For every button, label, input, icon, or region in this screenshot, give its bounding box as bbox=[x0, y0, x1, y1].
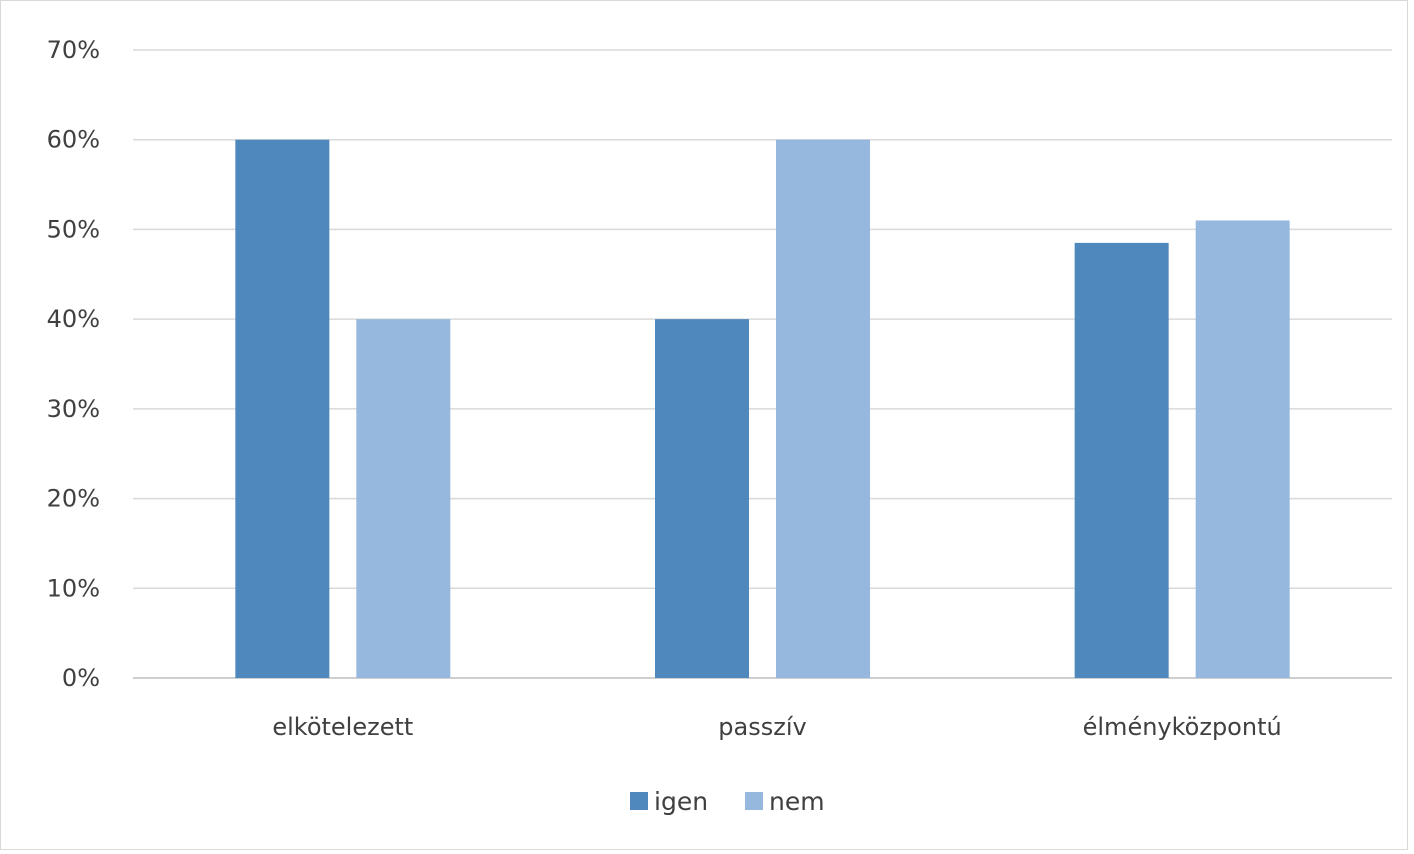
legend: igen nem bbox=[630, 787, 825, 816]
bars bbox=[235, 139, 1290, 678]
bar-nem-2[interactable] bbox=[1195, 220, 1290, 678]
gridlines bbox=[133, 49, 1392, 679]
y-tick-label: 30% bbox=[47, 395, 100, 423]
bar-igen-1[interactable] bbox=[655, 319, 749, 678]
x-axis: elkötelezett passzív élményközpontú bbox=[272, 713, 1281, 741]
legend-swatch-nem bbox=[745, 792, 763, 810]
x-category-label: elkötelezett bbox=[272, 713, 413, 741]
bar-igen-2[interactable] bbox=[1074, 242, 1169, 678]
y-tick-label: 20% bbox=[47, 485, 100, 513]
y-tick-label: 60% bbox=[47, 126, 100, 154]
legend-label-nem: nem bbox=[769, 787, 825, 816]
bar-nem-0[interactable] bbox=[356, 319, 451, 678]
legend-swatch-igen bbox=[630, 792, 648, 810]
y-tick-label: 50% bbox=[47, 215, 100, 243]
y-axis-tick-labels: 0% 10% 20% 30% 40% 50% 60% 70% bbox=[47, 36, 100, 692]
y-tick-label: 0% bbox=[62, 664, 100, 692]
y-tick-label: 10% bbox=[47, 574, 100, 602]
x-category-label: élményközpontú bbox=[1083, 713, 1282, 741]
legend-label-igen: igen bbox=[654, 787, 708, 816]
x-category-label: passzív bbox=[718, 713, 806, 741]
y-tick-label: 70% bbox=[47, 36, 100, 64]
bar-nem-1[interactable] bbox=[776, 139, 870, 678]
y-tick-label: 40% bbox=[47, 305, 100, 333]
bar-igen-0[interactable] bbox=[235, 139, 330, 678]
